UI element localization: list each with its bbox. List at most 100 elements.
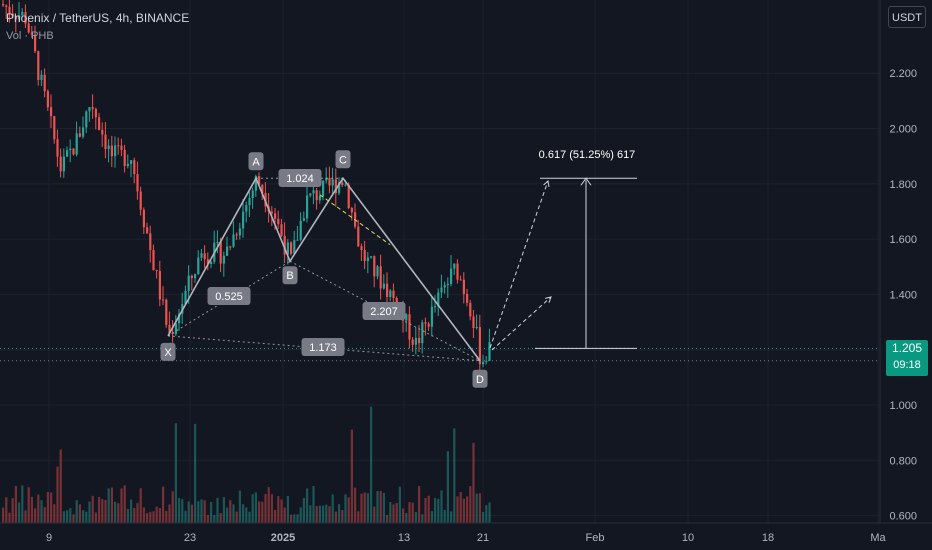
candle-body xyxy=(8,6,11,14)
volume-bar xyxy=(197,501,200,523)
candle-body xyxy=(459,279,462,281)
volume-bar xyxy=(18,502,21,523)
volume-bar xyxy=(53,504,56,523)
ratio-label-0525-bg xyxy=(207,287,251,305)
candle-body xyxy=(440,287,443,293)
candle-body xyxy=(370,256,373,258)
volume-indicator-label[interactable]: Vol · PHB xyxy=(6,30,54,42)
volume-bar xyxy=(66,510,69,523)
candle-body xyxy=(210,261,213,264)
volume-bar xyxy=(450,511,453,523)
candle-body xyxy=(338,182,341,194)
volume-bar xyxy=(366,493,369,523)
volume-bar xyxy=(373,506,376,523)
volume-bar xyxy=(318,505,321,523)
candle-body xyxy=(178,313,181,324)
candle-body xyxy=(408,314,411,340)
volume-bar xyxy=(123,485,126,523)
volume-bar xyxy=(251,494,254,523)
volume-bar xyxy=(290,514,293,523)
candle-body xyxy=(235,234,238,236)
volume-bar xyxy=(443,509,446,523)
volume-bar xyxy=(328,506,331,523)
candle-body xyxy=(328,177,331,186)
candle-body xyxy=(194,274,197,279)
candle-body xyxy=(190,275,193,279)
time-tick-label: 9 xyxy=(46,532,52,544)
volume-bar xyxy=(34,508,37,523)
volume-bar xyxy=(46,492,49,523)
candle-countdown: 09:18 xyxy=(893,359,921,371)
candle-body xyxy=(274,213,277,219)
candle-body xyxy=(53,116,56,140)
volume-bar xyxy=(187,501,190,523)
volume-bar xyxy=(126,508,129,523)
volume-bar xyxy=(101,499,104,523)
volume-bar xyxy=(299,507,302,523)
ratio-label-1173-text: 1.173 xyxy=(309,342,337,354)
candle-body xyxy=(226,246,229,256)
candle-body xyxy=(299,220,302,240)
candle-body xyxy=(478,327,481,365)
candle-body xyxy=(472,316,475,328)
volume-bar xyxy=(322,505,325,523)
candle-body xyxy=(293,240,296,254)
point-label-d: D xyxy=(472,369,488,388)
point-label-b-bg xyxy=(282,266,298,285)
projection-path-up xyxy=(489,180,549,349)
candle-body xyxy=(475,327,478,329)
candle-body xyxy=(114,145,117,157)
candle-body xyxy=(14,16,17,20)
volume-bar xyxy=(456,496,459,523)
volume-bar xyxy=(91,495,94,523)
ratio-label-1024: 1.024 xyxy=(278,169,322,187)
candle-body xyxy=(98,117,101,130)
volume-bar xyxy=(350,429,353,523)
point-label-d-text: D xyxy=(476,374,484,386)
ratio-label-2207: 2.207 xyxy=(362,302,406,320)
candle-body xyxy=(360,246,363,251)
candle-body xyxy=(168,324,171,333)
volume-bar xyxy=(274,509,277,523)
volume-bar xyxy=(411,502,414,523)
volume-bar xyxy=(261,501,264,523)
price-tick-label: 2.000 xyxy=(889,124,917,136)
ratio-label-0525-text: 0.525 xyxy=(215,291,243,303)
candle-body xyxy=(248,198,251,206)
candle-body xyxy=(155,270,158,272)
point-label-c: C xyxy=(335,150,351,169)
volume-bar xyxy=(338,504,341,523)
volume-bar xyxy=(280,499,283,523)
price-tick-label: 1.800 xyxy=(889,179,917,191)
volume-bar xyxy=(408,502,411,523)
candle-body xyxy=(56,139,59,157)
candle-body xyxy=(446,283,449,286)
volume-bar xyxy=(232,504,235,523)
candle-body xyxy=(142,209,145,228)
candlestick-series xyxy=(2,0,491,374)
volume-bar xyxy=(37,494,40,523)
volume-bar xyxy=(245,507,248,523)
candle-body xyxy=(382,283,385,289)
volume-bar xyxy=(114,501,117,523)
point-label-x: X xyxy=(160,342,176,361)
candle-body xyxy=(418,337,421,344)
candle-body xyxy=(366,257,369,262)
volume-bar xyxy=(376,491,379,523)
candle-body xyxy=(290,242,293,254)
volume-bar xyxy=(222,497,225,523)
symbol-title[interactable]: Phoenix / TetherUS, 4h, BINANCE xyxy=(6,11,190,25)
candle-body xyxy=(376,266,379,277)
candle-body xyxy=(254,176,257,191)
candle-body xyxy=(130,160,133,164)
price-tick-label: 1.000 xyxy=(889,400,917,412)
candle-body xyxy=(485,360,488,362)
volume-bar xyxy=(82,510,85,523)
bd-ratio-line xyxy=(289,260,481,362)
currency-button[interactable]: USDT xyxy=(888,6,926,28)
candle-body xyxy=(165,299,168,325)
candle-body xyxy=(158,270,161,300)
volume-bar xyxy=(190,504,193,523)
